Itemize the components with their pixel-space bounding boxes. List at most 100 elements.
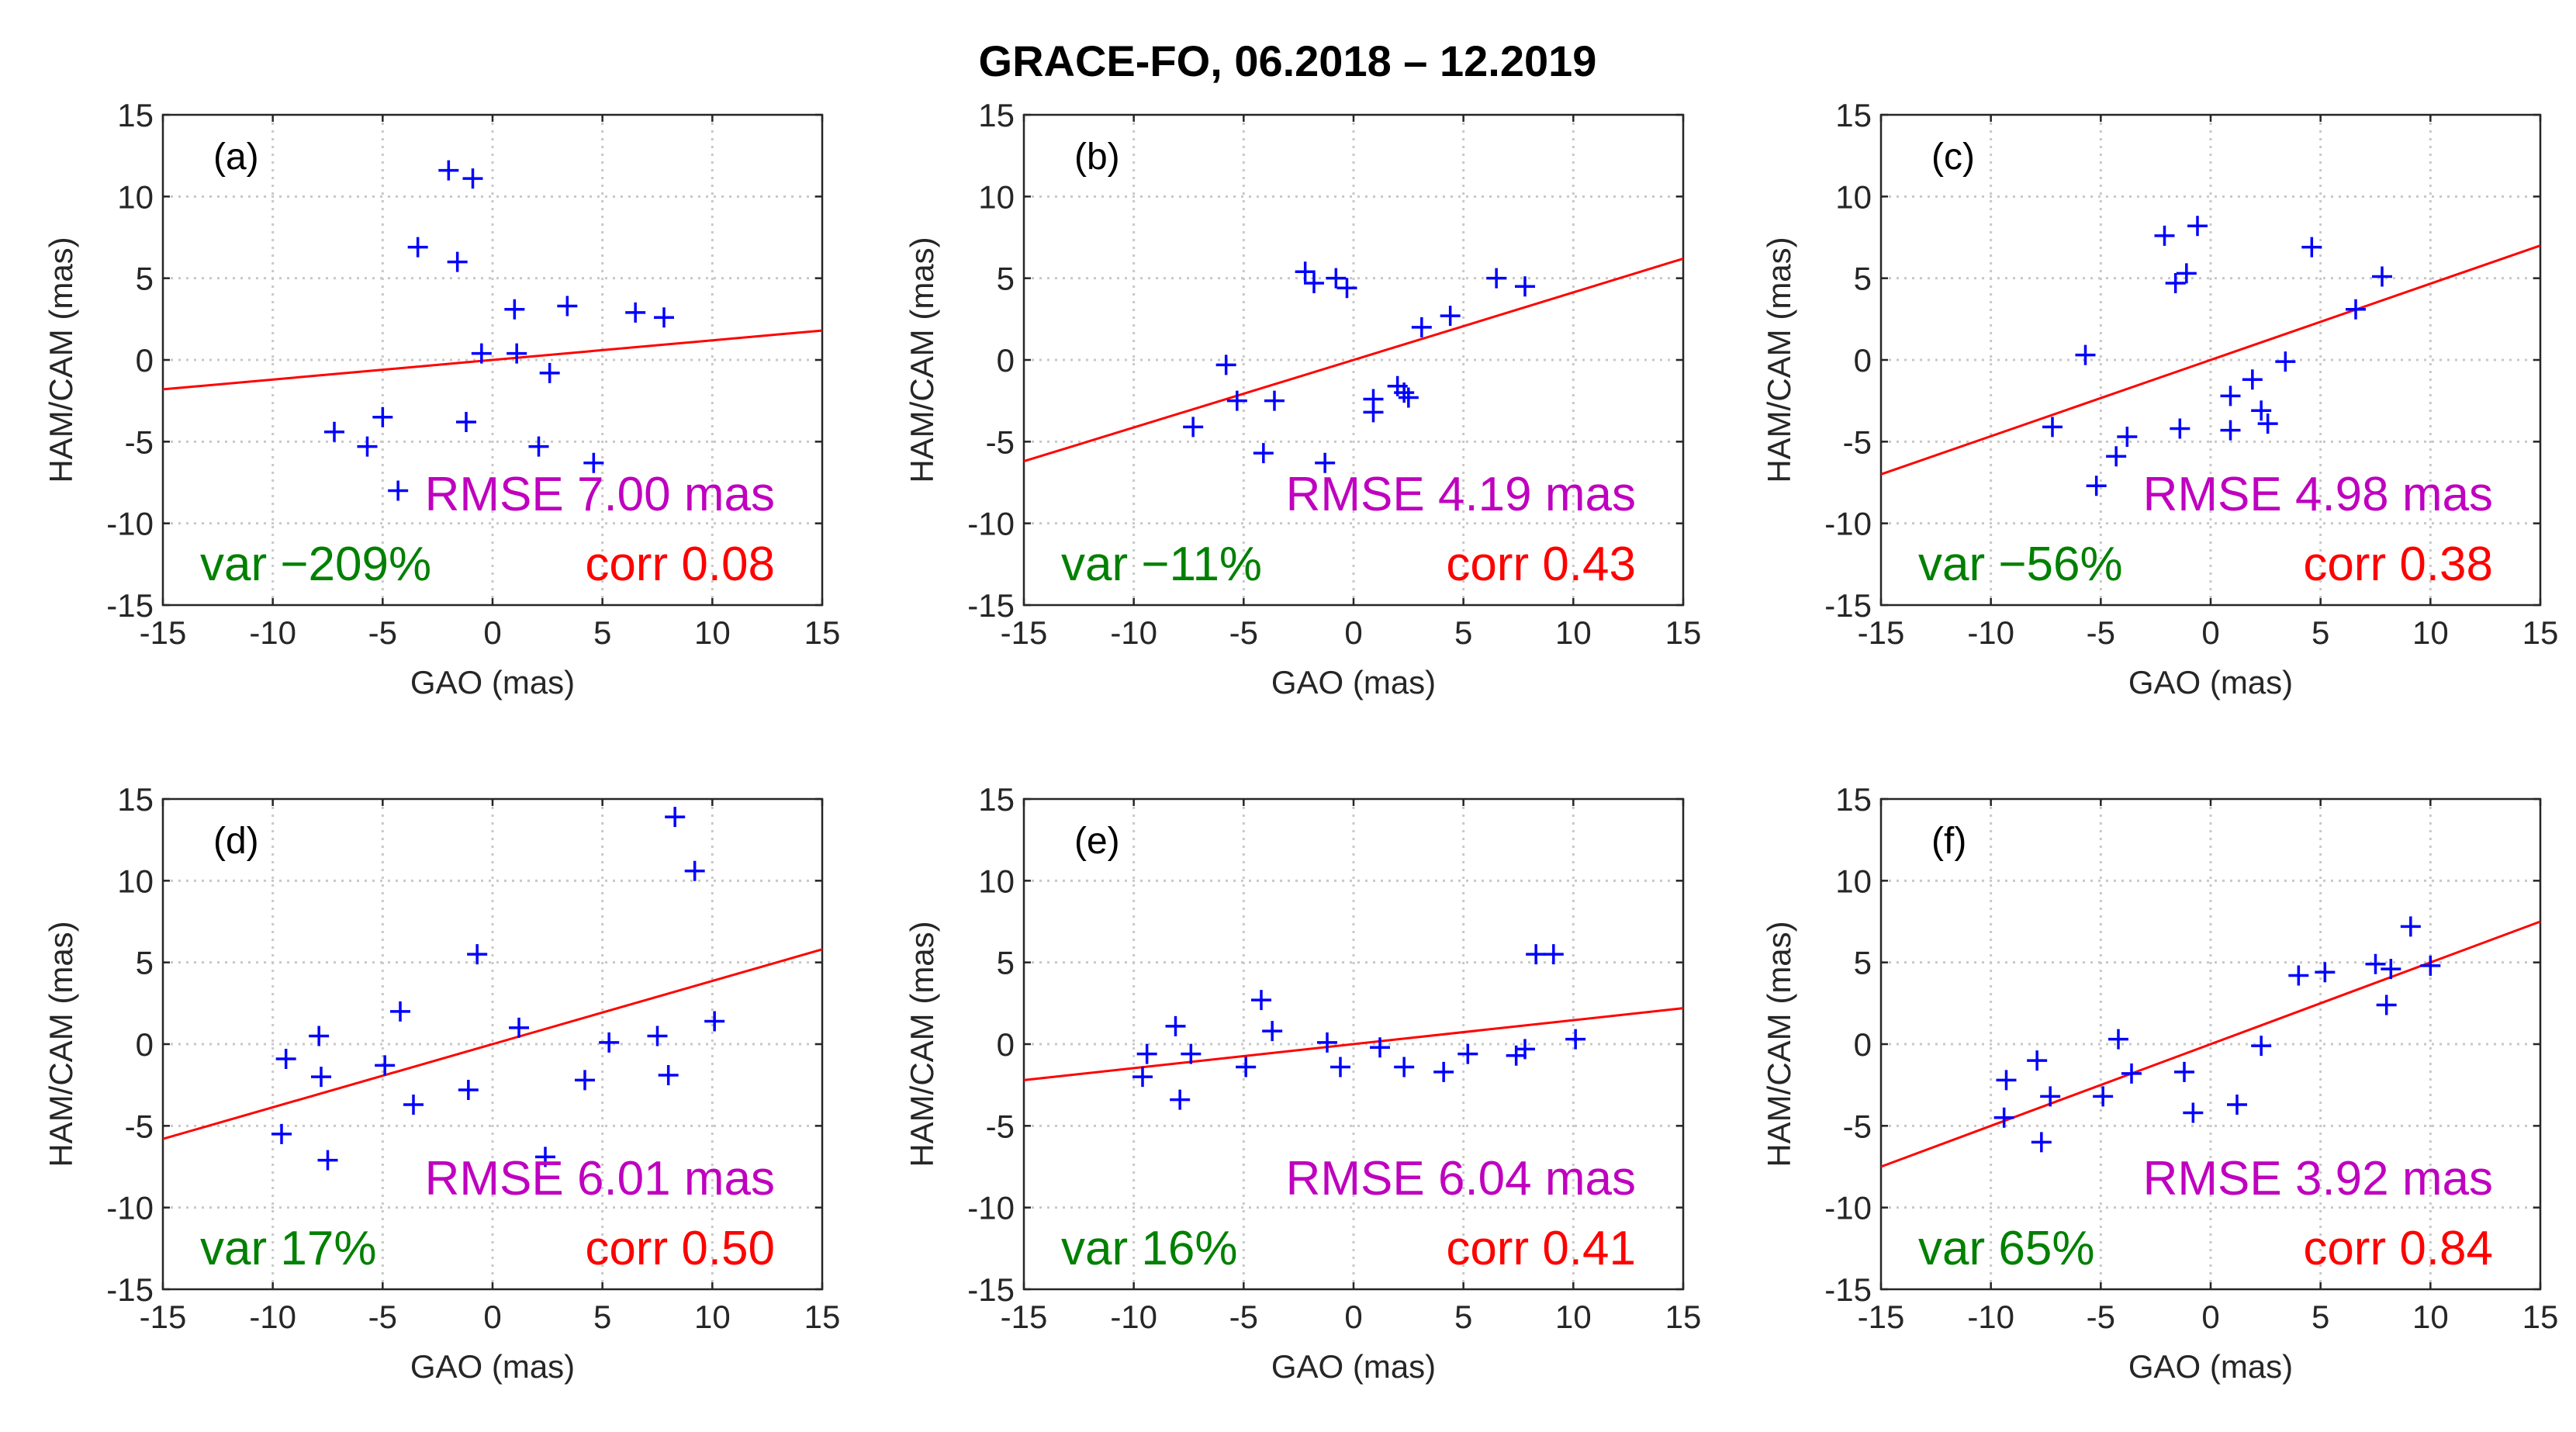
data-point [599, 1032, 620, 1053]
data-point [1317, 1032, 1337, 1053]
panel-label: (a) [213, 137, 259, 178]
x-tick-label: -10 [1967, 1299, 2014, 1335]
data-point [324, 421, 344, 442]
data-point [1183, 417, 1204, 438]
x-tick-label: -10 [249, 614, 296, 651]
var-text: var −209% [200, 538, 431, 591]
panel-label: (d) [213, 821, 259, 862]
data-point [1543, 944, 1564, 965]
data-point [2031, 1132, 2052, 1153]
data-point [509, 1017, 529, 1038]
x-tick-label: -15 [1858, 1299, 1905, 1335]
x-tick-label: 10 [694, 1299, 731, 1335]
panel-label: (c) [1931, 137, 1975, 178]
y-tick-label: -5 [125, 424, 154, 460]
fit-line [1023, 257, 1684, 463]
var-text: var 65% [1918, 1222, 2094, 1275]
rmse-text: RMSE 4.19 mas [1286, 468, 1636, 521]
data-point [357, 436, 378, 457]
data-point [407, 237, 428, 258]
x-tick-label: 15 [1665, 614, 1702, 651]
data-point [507, 343, 527, 364]
y-tick-label: 15 [1835, 97, 1872, 133]
data-point [1993, 1107, 2014, 1128]
x-tick-label: -15 [1001, 614, 1048, 651]
x-tick-label: 5 [1454, 1299, 1472, 1335]
panel-label: (f) [1931, 821, 1966, 862]
data-point [1394, 382, 1415, 403]
data-point [704, 1011, 725, 1032]
data-point [2275, 351, 2296, 372]
data-point [275, 1048, 296, 1069]
y-tick-label: 5 [136, 261, 154, 297]
x-tick-label: -5 [368, 614, 397, 651]
data-point [528, 436, 549, 457]
data-point [2220, 420, 2241, 441]
data-point [2121, 1063, 2142, 1084]
data-point [625, 302, 646, 323]
data-point [447, 251, 468, 272]
data-point [471, 343, 492, 364]
data-point [1336, 278, 1357, 299]
x-axis-label: GAO (mas) [1271, 664, 1436, 700]
data-point [1433, 1061, 1454, 1082]
x-axis-label: GAO (mas) [2128, 664, 2293, 700]
y-axis-label: HAM/CAM (mas) [1761, 237, 1797, 483]
data-point [1165, 1015, 1186, 1036]
data-point [2075, 344, 2096, 365]
x-tick-label: 5 [2311, 1299, 2329, 1335]
x-tick-label: 15 [1665, 1299, 1702, 1335]
panel-label: (e) [1074, 821, 1120, 862]
x-tick-label: 0 [1344, 614, 1362, 651]
data-point [1515, 276, 1535, 297]
data-point [2108, 1029, 2128, 1050]
x-tick-label: 10 [1555, 614, 1592, 651]
y-tick-label: -10 [1824, 1190, 1872, 1226]
y-axis-label: HAM/CAM (mas) [43, 921, 79, 1167]
y-tick-label: 0 [1854, 1026, 1872, 1063]
data-point [311, 1067, 331, 1088]
y-tick-label: -15 [106, 1271, 154, 1308]
x-tick-label: 10 [1555, 1299, 1592, 1335]
y-tick-label: 15 [117, 781, 154, 818]
x-tick-label: 10 [694, 614, 731, 651]
data-point [390, 1001, 410, 1022]
data-point [456, 412, 476, 433]
data-point [2154, 225, 2175, 246]
y-tick-label: -15 [1824, 587, 1872, 624]
x-tick-label: -15 [1858, 614, 1905, 651]
data-point [1515, 1039, 1535, 1060]
y-tick-label: 0 [136, 342, 154, 379]
x-tick-label: 5 [2311, 614, 2329, 651]
fit-line [162, 329, 823, 391]
data-point [1315, 452, 1336, 473]
y-tick-label: 5 [997, 261, 1015, 297]
y-tick-label: 10 [978, 863, 1015, 899]
data-point [2257, 413, 2278, 434]
data-point [2420, 955, 2441, 976]
data-point [1251, 990, 1271, 1011]
data-point [467, 944, 488, 965]
data-point [2027, 1050, 2048, 1071]
y-tick-label: -15 [967, 1271, 1015, 1308]
y-tick-label: -5 [1843, 424, 1872, 460]
x-tick-label: 15 [2522, 614, 2559, 651]
data-point [2174, 1061, 2194, 1082]
x-tick-label: -10 [1967, 614, 2014, 651]
data-point [2346, 299, 2366, 320]
data-point [2220, 386, 2241, 406]
data-point [647, 1026, 668, 1046]
y-tick-label: -5 [986, 1108, 1015, 1144]
y-tick-label: 0 [136, 1026, 154, 1063]
y-tick-label: -10 [967, 1190, 1015, 1226]
x-tick-label: -5 [2087, 614, 2115, 651]
data-point [1236, 1057, 1257, 1077]
y-tick-label: -5 [1843, 1108, 1872, 1144]
x-tick-label: 0 [483, 1299, 501, 1335]
x-axis-label: GAO (mas) [1271, 1348, 1436, 1385]
y-tick-label: 15 [978, 97, 1015, 133]
corr-text: corr 0.08 [585, 538, 775, 591]
fit-line [162, 948, 823, 1140]
x-tick-label: 10 [2412, 1299, 2449, 1335]
data-point [1304, 272, 1324, 293]
